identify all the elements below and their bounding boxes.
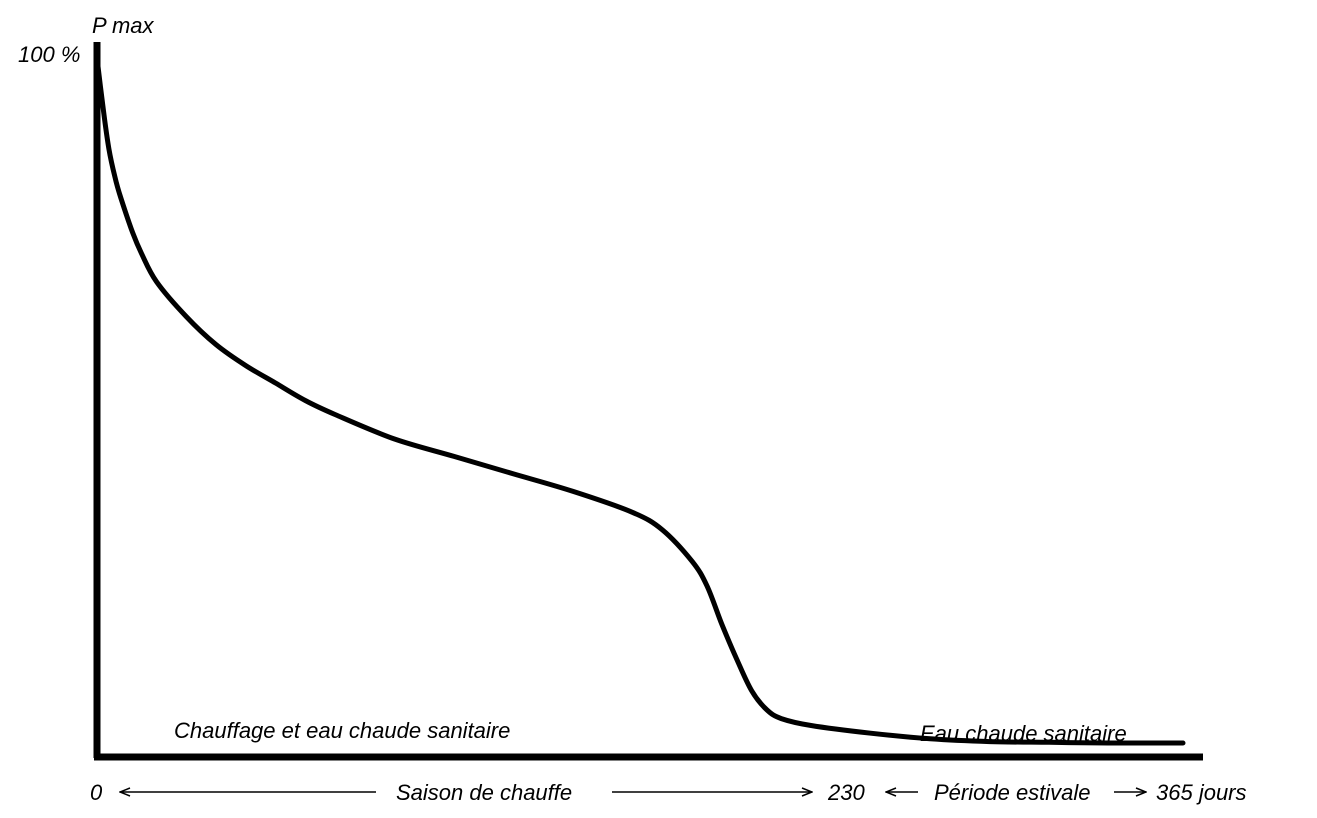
y-tick-100: 100 % [18,42,80,67]
load-curve [94,55,1186,746]
x-tick-0: 0 [90,780,103,805]
region-label-heating: Chauffage et eau chaude sanitaire [174,718,510,743]
y-axis-label: P max [92,13,155,38]
region-label-dhw: Eau chaude sanitaire [920,721,1127,746]
x-tick-365: 365 jours [1156,780,1247,805]
x-label-heating-season: Saison de chauffe [396,780,572,805]
x-label-summer-period: Période estivale [934,780,1091,805]
x-tick-230: 230 [827,780,865,805]
